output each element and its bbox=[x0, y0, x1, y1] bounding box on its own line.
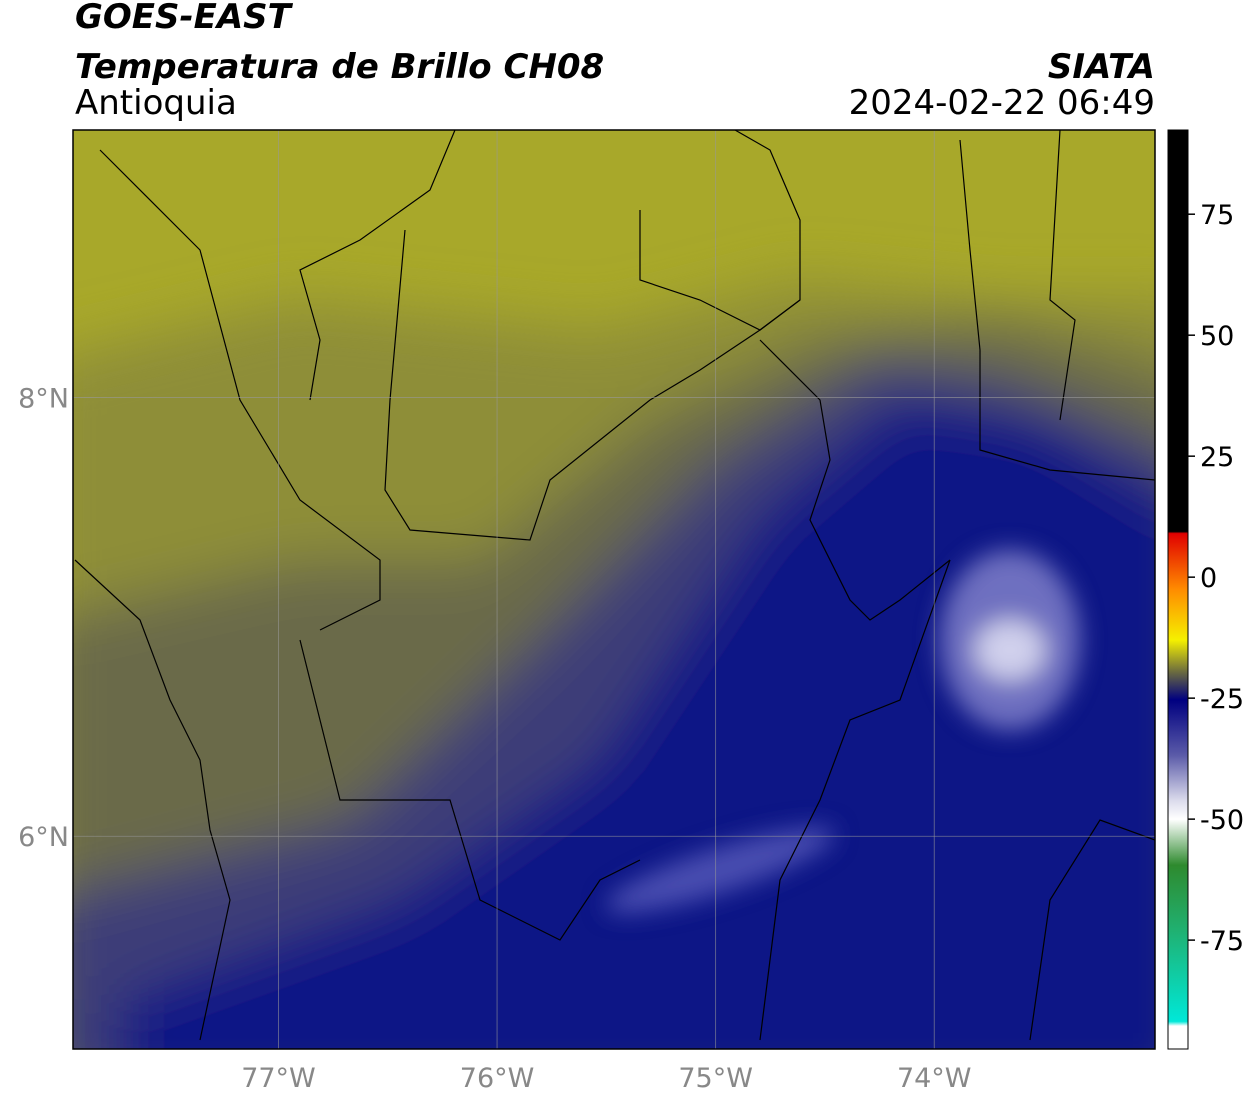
title: GOES-EAST bbox=[75, 0, 294, 37]
colorbar-tick-label: -75 bbox=[1200, 926, 1244, 957]
gridlines bbox=[73, 130, 1155, 1049]
x-tick-label: 77°W bbox=[241, 1063, 316, 1094]
y-tick-label: 6°N bbox=[18, 822, 69, 853]
colorbar-tick-label: -50 bbox=[1200, 805, 1244, 836]
subtitle: Temperatura de Brillo CH08 bbox=[75, 47, 604, 87]
x-tick-label: 75°W bbox=[678, 1063, 753, 1094]
colorbar bbox=[1167, 129, 1189, 1050]
colorbar-tick-label: -25 bbox=[1200, 684, 1244, 715]
colorbar-tick-label: 75 bbox=[1200, 200, 1234, 231]
colorbar-tick-label: 0 bbox=[1200, 563, 1217, 594]
x-tick-label: 76°W bbox=[460, 1063, 535, 1094]
map-frame bbox=[72, 129, 1156, 1050]
datetime: 2024-02-22 06:49 bbox=[849, 83, 1155, 123]
x-tick-label: 74°W bbox=[897, 1063, 972, 1094]
colorbar-tick-label: 50 bbox=[1200, 321, 1234, 352]
map-imagery bbox=[73, 130, 1155, 1049]
colorbar-tick-label: 25 bbox=[1200, 442, 1234, 473]
y-tick-label: 8°N bbox=[18, 384, 69, 415]
source: SIATA bbox=[1048, 47, 1155, 87]
region: Antioquia bbox=[75, 83, 237, 123]
